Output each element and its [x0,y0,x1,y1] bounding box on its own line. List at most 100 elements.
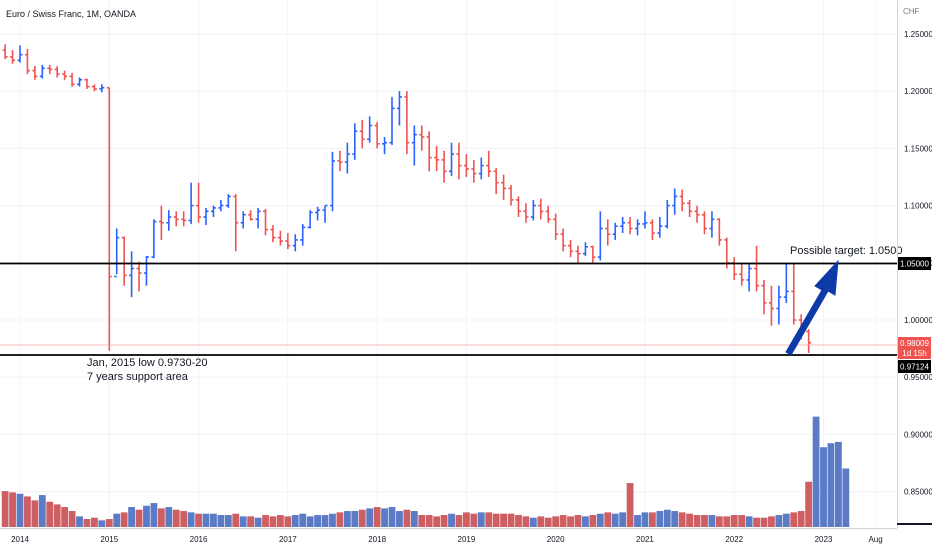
ohlc-bar [188,182,194,224]
y-tick-label: 1.15000 [904,144,932,153]
ohlc-bar [210,205,216,218]
volume-bar [187,512,195,527]
volume-bar [730,515,738,527]
ohlc-bar [54,66,60,78]
volume-bar [381,508,388,527]
support-price-badge-text: 0.97124 [900,363,929,372]
volume-bar [277,515,284,527]
ohlc-bar [791,262,797,325]
ohlc-bar [731,257,737,280]
volume-bar [105,519,113,527]
volume-bar [715,516,723,527]
volume-bar [366,508,374,527]
ohlc-bar [635,219,641,236]
x-tick-label: 2019 [458,535,476,544]
volume-layer [1,416,850,527]
volume-bar [470,513,478,527]
volume-bar [641,512,649,527]
target-arrow [785,259,839,356]
ohlc-bar [270,225,276,243]
ohlc-bar [612,222,618,240]
volume-bar [239,516,247,527]
ohlc-bar [10,50,16,64]
volume-bar [768,516,775,527]
y-tick-label: 1.10000 [904,202,932,211]
ohlc-bar [456,142,462,180]
ohlc-bar [307,210,313,229]
volume-bar [537,516,545,527]
volume-bar [626,483,634,527]
volume-bar [9,492,16,527]
volume-bar [396,511,403,527]
volume-bar [604,512,612,527]
ohlc-bar [69,72,75,87]
ohlc-bar [151,219,157,259]
x-tick-label: Aug [868,535,882,544]
volume-bar [321,515,329,527]
ohlc-bar [240,211,246,229]
volume-bar [165,507,173,527]
level-layer [0,262,897,356]
x-tick-label: 2017 [279,535,297,544]
ohlc-bar [114,228,120,278]
ohlc-bar [501,174,507,200]
ohlc-bar [642,211,648,229]
volume-bar [425,515,433,527]
volume-bar [745,516,753,527]
x-tick-label: 2023 [815,535,833,544]
volume-bar [262,515,269,527]
ohlc-bar [2,44,8,60]
volume-bar [247,516,255,527]
ohlc-bar [158,205,164,240]
ohlc-bar [754,245,760,292]
volume-bar [61,507,69,527]
support-price-badge [898,360,931,373]
ohlc-bar [181,211,187,227]
price-layer [2,44,812,353]
ohlc-bar [620,217,626,234]
volume-bar [522,516,530,527]
ohlc-bar [426,131,432,172]
ohlc-bar [486,150,492,177]
volume-bar [678,512,686,527]
volume-bar [671,511,679,527]
ohlc-bar [374,122,380,149]
volume-bar [410,511,418,527]
volume-bar [515,515,522,527]
ohlc-bar [538,198,544,220]
ohlc-bar [248,210,254,221]
volume-bar [701,515,708,527]
volume-bar [663,509,671,527]
volume-bar [552,516,560,527]
volume-bar [91,517,98,527]
volume-bar [649,512,656,527]
volume-bar [693,515,701,527]
ohlc-bar [322,204,328,223]
ohlc-bar [590,245,596,263]
annotation-layer: Possible target: 1.0500 Jan, 2015 low 0.… [87,245,903,383]
volume-bar [98,520,106,527]
ohlc-bar [233,194,239,252]
y-tick-label: 1.00000 [904,316,932,325]
volume-bar [336,512,344,527]
ohlc-bar [582,242,588,256]
x-ticks: 2014 2015 2016 2017 2018 2019 2020 2021 2022 2023… [11,535,883,544]
ohlc-bar [396,91,402,126]
volume-bar [797,511,805,527]
ohlc-bar [196,182,202,223]
volume-bar [143,505,150,527]
volume-bar [373,507,381,527]
volume-bar [544,517,552,527]
ohlc-bar [530,199,536,221]
ohlc-bar [352,123,358,160]
ohlc-bar [218,199,224,212]
ohlc-bar [515,196,521,218]
volume-bar [16,493,24,527]
ohlc-bar [344,142,350,174]
y-tick-label: 0.85000 [904,488,932,497]
volume-bar [128,507,135,527]
ohlc-bar [806,329,812,353]
ohlc-bar [553,213,559,240]
volume-bar [574,515,582,527]
ohlc-bar [315,206,321,221]
